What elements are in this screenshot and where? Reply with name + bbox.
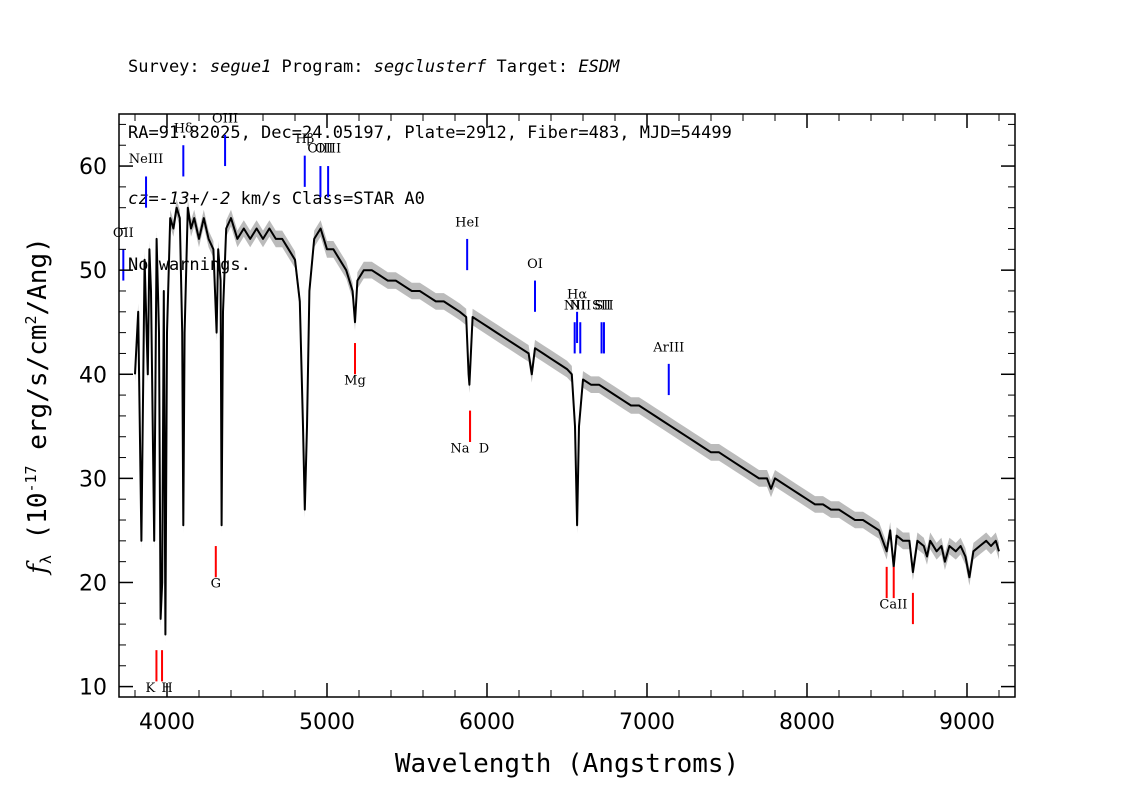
emission-line-label: HeI [455, 215, 479, 230]
emission-line-label: Hα [567, 287, 587, 302]
emission-line-label: SII [594, 299, 613, 314]
y-axis-title-part: 2 [22, 315, 40, 324]
header-segment: -13 [158, 189, 190, 209]
y-axis-title-part: λ [37, 555, 55, 564]
emission-line-label: OIII [307, 142, 333, 157]
spectrum-header: Survey: segue1 Program: segclusterf Targ… [128, 12, 732, 298]
absorption-line-label: G [211, 577, 221, 592]
y-tick-label: 40 [79, 363, 107, 388]
y-axis-title-part: erg/s/cm [23, 325, 53, 466]
emission-line-label: OI [527, 257, 543, 272]
x-tick-label: 9000 [939, 710, 995, 735]
emission-line-label: OII [113, 226, 134, 241]
emission-line-label: SII [592, 299, 611, 314]
absorption-line-label: Mg [344, 374, 366, 389]
header-segment: cz= [128, 189, 159, 209]
header-segment: Program: [271, 57, 374, 77]
y-tick-label: 10 [79, 676, 107, 701]
header-coordinates-line: RA=91.82025, Dec=24.05197, Plate=2912, F… [128, 123, 732, 143]
absorption-line-label: CaII [879, 598, 907, 613]
y-axis-title: fλ (10-17 erg/s/cm2/Ang) [22, 237, 55, 576]
emission-line-label: ArIII [652, 340, 684, 355]
x-tick-label: 8000 [779, 710, 835, 735]
flux-spectrum-line [134, 206, 1000, 636]
header-survey-line: Survey: segue1 Program: segclusterf Targ… [128, 56, 732, 78]
y-axis-title-part: (10 [23, 493, 53, 556]
y-tick-label: 60 [79, 155, 107, 180]
header-segment: segue1 [209, 57, 272, 77]
x-axis-title: Wavelength (Angstroms) [395, 749, 739, 779]
emission-line-label: OIII [315, 142, 341, 157]
header-segment: ESDM [578, 57, 620, 77]
y-axis-title-part: /Ang) [23, 237, 53, 315]
header-redshift-line: cz=-13+/-2 km/s Class=STAR A0 [128, 188, 732, 210]
emission-line-label: OIII [212, 111, 238, 126]
y-tick-label: 30 [79, 467, 107, 492]
x-tick-label: 5000 [299, 710, 355, 735]
y-tick-label: 50 [79, 259, 107, 284]
header-segment: Survey: [128, 57, 210, 77]
header-segment: +/- [189, 189, 221, 209]
header-segment: Target: [486, 57, 579, 77]
x-tick-label: 4000 [139, 710, 195, 735]
emission-line-label: NII [569, 299, 591, 314]
y-axis-title-part: -17 [22, 465, 40, 492]
x-tick-label: 6000 [459, 710, 515, 735]
absorption-line-label: Na [450, 441, 469, 456]
header-segment: segclusterf [373, 57, 487, 77]
emission-line-label: Hβ [295, 132, 314, 147]
y-tick-label: 20 [79, 571, 107, 596]
header-segment: 2 [220, 189, 231, 209]
emission-line-label: NII [564, 299, 586, 314]
emission-line-label: NeIII [129, 152, 163, 167]
flux-error-band [135, 199, 999, 643]
header-segment: km/s Class=STAR A0 [230, 189, 425, 209]
plot-frame [118, 113, 1016, 698]
x-tick-label: 7000 [619, 710, 675, 735]
absorption-line-label: K [146, 681, 156, 696]
emission-line-label: Hδ [174, 122, 193, 137]
absorption-line-label: D [479, 441, 489, 456]
